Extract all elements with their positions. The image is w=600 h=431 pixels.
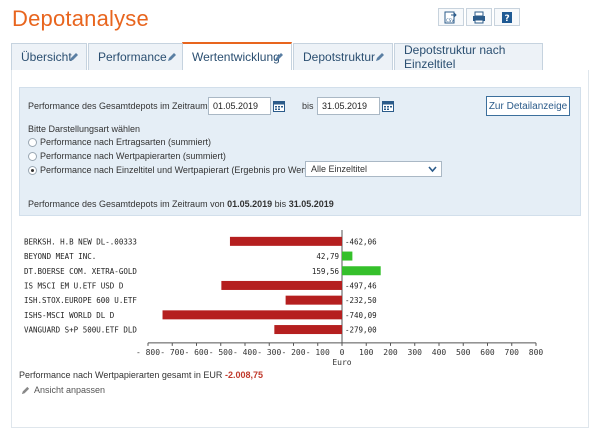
period-summary: Performance des Gesamtdepots im Zeitraum… xyxy=(28,199,334,209)
x-tick-label: - 500 xyxy=(209,348,233,357)
radio-einzeltitel[interactable] xyxy=(28,166,37,175)
einzeltitel-select[interactable]: Alle Einzeltitel xyxy=(305,161,442,177)
tab-performance[interactable]: Performance xyxy=(88,43,185,70)
x-tick-label: - 400 xyxy=(233,348,257,357)
tab-label: Performance xyxy=(98,50,167,64)
value-label: -740,09 xyxy=(345,311,377,320)
bar xyxy=(221,280,342,290)
x-tick-label: - 800 xyxy=(136,348,160,357)
option-label: Performance nach Ertragsarten (summiert) xyxy=(40,137,212,147)
content-frame xyxy=(11,70,589,428)
category-label: VANGUARD S+P 500U.ETF DLD xyxy=(24,326,137,335)
option-label: Performance nach Einzeltitel und Wertpap… xyxy=(40,165,335,175)
bar xyxy=(342,266,381,276)
option-label: Performance nach Wertpapierarten (summie… xyxy=(40,151,226,161)
csv-export-icon[interactable]: CSV xyxy=(438,8,464,26)
svg-text:?: ? xyxy=(505,14,510,24)
tab-depotstruktur[interactable]: Depotstruktur xyxy=(293,43,393,70)
chevron-down-icon xyxy=(428,166,437,173)
x-tick-label: 400 xyxy=(432,348,447,357)
print-icon[interactable] xyxy=(466,8,492,26)
period-label: Performance des Gesamtdepots im Zeitraum… xyxy=(28,101,225,111)
x-tick-label: - 700 xyxy=(160,348,184,357)
value-label: -462,06 xyxy=(345,237,377,246)
category-label: BERKSH. H.B NEW DL-.00333 xyxy=(24,237,137,246)
x-tick-label: 800 xyxy=(529,348,544,357)
bar xyxy=(285,295,342,305)
x-tick-label: 0 xyxy=(340,348,345,357)
tab-label: Depotstruktur nach Einzeltitel xyxy=(404,43,506,71)
radio-wertpapierarten[interactable] xyxy=(28,152,37,161)
performance-chart: - 800- 700- 600- 500- 400- 300- 200- 100… xyxy=(0,224,600,370)
x-tick-label: - 200 xyxy=(281,348,305,357)
x-tick-label: 500 xyxy=(456,348,471,357)
category-label: BEYOND MEAT INC. xyxy=(24,252,96,261)
value-label: 42,79 xyxy=(316,252,339,261)
tab-uebersicht[interactable]: Übersicht xyxy=(11,43,87,70)
x-tick-label: - 300 xyxy=(257,348,281,357)
bar xyxy=(162,310,342,320)
x-tick-label: 100 xyxy=(359,348,374,357)
chart-svg: - 800- 700- 600- 500- 400- 300- 200- 100… xyxy=(24,230,544,367)
detail-view-button[interactable]: Zur Detailanzeige xyxy=(486,96,570,116)
svg-text:CSV: CSV xyxy=(446,18,454,23)
bar xyxy=(274,325,342,335)
edit-pencil-icon xyxy=(275,53,283,61)
adjust-view-link[interactable]: Ansicht anpassen xyxy=(21,385,105,395)
tab-label: Depotstruktur xyxy=(303,50,376,64)
x-tick-label: 600 xyxy=(480,348,495,357)
edit-pencil-icon xyxy=(376,53,384,61)
value-label: 159,56 xyxy=(312,267,340,276)
tab-depotstruktur-einzeltitel[interactable]: Depotstruktur nach Einzeltitel xyxy=(394,43,543,71)
display-mode-label: Bitte Darstellungsart wählen xyxy=(28,124,141,134)
help-icon[interactable]: ? xyxy=(494,8,520,26)
category-label: ISHS-MSCI WORLD DL D xyxy=(24,311,115,320)
calendar-icon[interactable] xyxy=(382,100,394,112)
bar xyxy=(342,251,353,261)
tab-label: Übersicht xyxy=(21,50,72,64)
edit-pencil-icon xyxy=(70,53,78,61)
select-value: Alle Einzeltitel xyxy=(311,164,368,174)
value-label: -497,46 xyxy=(345,281,377,290)
category-label: ISH.STOX.EUROPE 600 U.ETF xyxy=(24,296,137,305)
x-tick-label: - 600 xyxy=(184,348,208,357)
bar xyxy=(229,236,342,246)
tab-label: Wertentwicklung xyxy=(192,50,280,64)
to-label: bis xyxy=(302,101,314,111)
total-performance: Performance nach Wertpapierarten gesamt … xyxy=(19,370,263,380)
x-tick-label: 700 xyxy=(505,348,520,357)
x-tick-label: 200 xyxy=(383,348,398,357)
tab-bar: Übersicht Performance Wertentwicklung De… xyxy=(11,42,589,71)
x-tick-label: - 100 xyxy=(306,348,330,357)
value-label: -279,00 xyxy=(345,326,377,335)
calendar-icon[interactable] xyxy=(273,100,285,112)
to-date-field[interactable]: 31.05.2019 xyxy=(317,97,380,115)
toolbar-icons: CSV ? xyxy=(436,8,520,26)
category-label: DT.BOERSE COM. XETRA-GOLD xyxy=(24,267,137,276)
category-label: IS MSCI EM U.ETF USD D xyxy=(24,281,124,290)
pencil-icon xyxy=(21,386,30,394)
edit-pencil-icon xyxy=(168,53,176,61)
tab-wertentwicklung[interactable]: Wertentwicklung xyxy=(182,42,292,70)
x-axis-label: Euro xyxy=(332,358,351,367)
x-tick-label: 300 xyxy=(408,348,423,357)
radio-ertragsarten[interactable] xyxy=(28,138,37,147)
from-date-field[interactable]: 01.05.2019 xyxy=(208,97,271,115)
value-label: -232,50 xyxy=(345,296,377,305)
total-value: -2.008,75 xyxy=(224,370,263,380)
page-title: Depotanalyse xyxy=(12,6,149,31)
